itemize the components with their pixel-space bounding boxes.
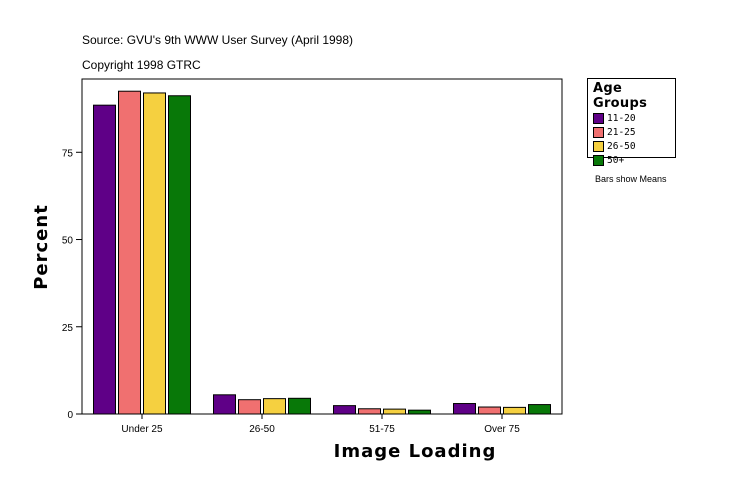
y-tick-label: 25 [62, 323, 74, 334]
legend-label: 50+ [607, 154, 625, 166]
legend: Age Groups 11-20 21-25 26-50 50+ [587, 78, 676, 166]
bars-group [93, 90, 551, 415]
bar [238, 399, 261, 415]
legend-title: Age Groups [593, 81, 648, 111]
legend-item: 21-25 [593, 125, 675, 139]
bar [213, 394, 236, 415]
bar [263, 398, 286, 415]
x-tick-label: Over 75 [484, 424, 520, 435]
x-axis-title: Image Loading [334, 441, 497, 462]
legend-swatch [593, 112, 604, 124]
copyright-line: Copyright 1998 GTRC [82, 58, 201, 72]
y-tick-label: 75 [62, 148, 74, 159]
legend-label: 26-50 [607, 140, 636, 152]
bar [288, 397, 311, 415]
legend-item: 50+ [593, 153, 675, 167]
legend-swatch [593, 140, 604, 152]
legend-item: 11-20 [593, 111, 675, 125]
x-tick-label: 26-50 [249, 424, 275, 435]
x-tick-label: 51-75 [369, 424, 395, 435]
legend-swatch [593, 126, 604, 138]
bars-note: Bars show Means [595, 174, 667, 184]
bar [408, 409, 431, 415]
source-line: Source: GVU's 9th WWW User Survey (April… [82, 33, 354, 47]
bar [503, 406, 526, 415]
bar [168, 95, 191, 415]
x-axis: Under 25 26-50 51-75 Over 75 [121, 414, 520, 435]
legend-swatch [593, 154, 604, 166]
bar [383, 408, 406, 415]
y-tick-label: 50 [62, 236, 74, 247]
bar [118, 90, 141, 415]
legend-label: 11-20 [607, 112, 636, 124]
x-tick-label: Under 25 [121, 424, 163, 435]
bar [333, 405, 356, 415]
bar [93, 104, 116, 415]
y-axis-title: Percent [31, 204, 52, 290]
y-tick-label: 0 [67, 410, 73, 421]
bar [143, 92, 166, 415]
legend-label: 21-25 [607, 126, 636, 138]
bar [453, 403, 476, 415]
bar [528, 404, 551, 415]
legend-item: 26-50 [593, 139, 675, 153]
bar [358, 408, 381, 415]
y-axis: 0 25 50 75 [62, 148, 82, 421]
bar [478, 406, 501, 415]
